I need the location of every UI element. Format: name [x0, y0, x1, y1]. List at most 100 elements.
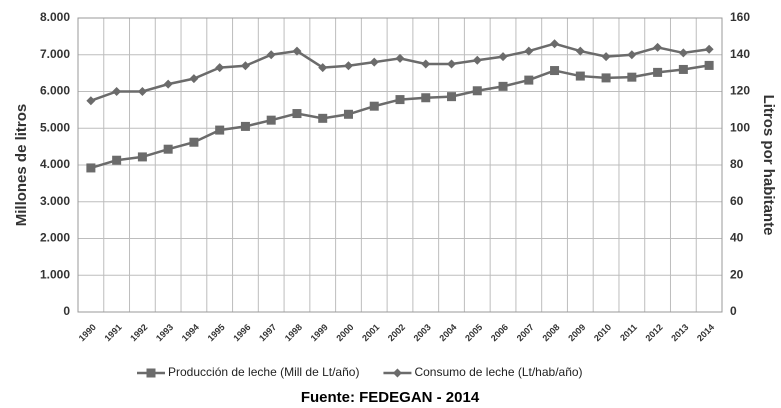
- x-tick-label: 1992: [128, 322, 149, 343]
- y2-tick-label: 0: [730, 304, 737, 318]
- marker: [678, 48, 688, 58]
- marker: [627, 72, 637, 82]
- marker: [146, 368, 156, 378]
- marker: [392, 368, 402, 378]
- legend-label: Consumo de leche (Lt/hab/año): [414, 365, 582, 379]
- x-tick-label: 2006: [489, 322, 510, 343]
- x-tick-label: 2001: [360, 322, 381, 343]
- marker: [215, 63, 225, 73]
- y2-tick-label: 160: [730, 10, 750, 24]
- y2-tick-label: 60: [730, 194, 744, 208]
- marker: [575, 71, 585, 81]
- marker: [137, 152, 147, 162]
- plot-border: [77, 17, 723, 313]
- marker: [627, 50, 637, 60]
- series-line: [90, 42, 710, 102]
- y2-axis-title: Litros por habitante: [760, 95, 777, 236]
- x-tick-label: 1993: [154, 322, 175, 343]
- marker: [421, 93, 431, 103]
- marker: [498, 52, 508, 62]
- x-tick-label: 2012: [643, 322, 664, 343]
- y-tick-label: 8.000: [40, 10, 70, 24]
- marker: [550, 66, 560, 76]
- y-axis-title: Millones de litros: [13, 104, 30, 227]
- marker: [240, 61, 250, 71]
- x-tick-label: 2007: [515, 322, 536, 343]
- marker: [292, 109, 302, 119]
- x-tick-label: 1991: [102, 322, 123, 343]
- x-tick-label: 2004: [437, 322, 458, 343]
- x-tick-label: 2000: [334, 322, 355, 343]
- marker: [318, 63, 328, 73]
- y2-tick-label: 40: [730, 231, 744, 245]
- x-tick-label: 2002: [386, 322, 407, 343]
- y-tick-label: 0: [63, 304, 70, 318]
- marker: [395, 53, 405, 63]
- x-tick-label: 1998: [283, 322, 304, 343]
- y-tick-label: 7.000: [40, 47, 70, 61]
- x-tick-label: 2009: [566, 322, 587, 343]
- x-tick-label: 1997: [257, 322, 278, 343]
- y2-tick-label: 20: [730, 267, 744, 281]
- x-tick-label: 1990: [77, 322, 98, 343]
- marker: [653, 67, 663, 77]
- y2-tick-label: 120: [730, 84, 750, 98]
- marker: [369, 101, 379, 111]
- marker: [524, 75, 534, 85]
- marker: [86, 163, 96, 173]
- marker: [189, 137, 199, 147]
- marker: [472, 86, 482, 96]
- marker: [678, 64, 688, 74]
- marker: [163, 79, 173, 89]
- source: Fuente: FEDEGAN - 2014: [301, 389, 480, 406]
- x-tick-label: 1994: [180, 322, 201, 343]
- marker: [704, 44, 714, 54]
- marker: [653, 42, 663, 52]
- marker: [704, 60, 714, 70]
- marker: [318, 113, 328, 123]
- y2-tick-label: 140: [730, 47, 750, 61]
- marker: [421, 59, 431, 69]
- marker: [266, 50, 276, 60]
- x-tick-label: 2014: [695, 322, 716, 343]
- marker: [369, 57, 379, 67]
- y2-tick-label: 80: [730, 157, 744, 171]
- marker: [447, 59, 457, 69]
- marker: [215, 125, 225, 135]
- marker: [550, 39, 560, 49]
- x-tick-label: 2011: [618, 322, 639, 343]
- x-tick-label: 1995: [206, 322, 227, 343]
- marker: [86, 96, 96, 106]
- marker: [112, 155, 122, 165]
- marker: [524, 46, 534, 56]
- x-tick-label: 2008: [540, 322, 561, 343]
- x-tick-label: 2013: [669, 322, 690, 343]
- marker: [575, 46, 585, 56]
- marker: [343, 61, 353, 71]
- y-tick-label: 1.000: [40, 267, 70, 281]
- marker: [240, 121, 250, 131]
- x-tick-label: 2005: [463, 322, 484, 343]
- y-tick-label: 5.000: [40, 120, 70, 134]
- y-tick-label: 3.000: [40, 194, 70, 208]
- marker: [163, 144, 173, 154]
- x-tick-label: 2003: [412, 322, 433, 343]
- y-tick-label: 2.000: [40, 231, 70, 245]
- y2-tick-label: 100: [730, 120, 750, 134]
- marker: [137, 87, 147, 96]
- marker: [112, 87, 122, 96]
- marker: [601, 52, 611, 62]
- x-tick-label: 1999: [309, 322, 330, 343]
- marker: [601, 73, 611, 83]
- marker: [395, 95, 405, 105]
- marker: [292, 46, 302, 56]
- marker: [498, 81, 508, 91]
- legend-label: Producción de leche (Mill de Lt/año): [168, 365, 359, 379]
- marker: [472, 55, 482, 65]
- marker: [447, 92, 457, 102]
- y-tick-label: 4.000: [40, 157, 70, 171]
- x-tick-label: 2010: [592, 322, 613, 343]
- x-tick-label: 1996: [231, 322, 252, 343]
- marker: [343, 109, 353, 119]
